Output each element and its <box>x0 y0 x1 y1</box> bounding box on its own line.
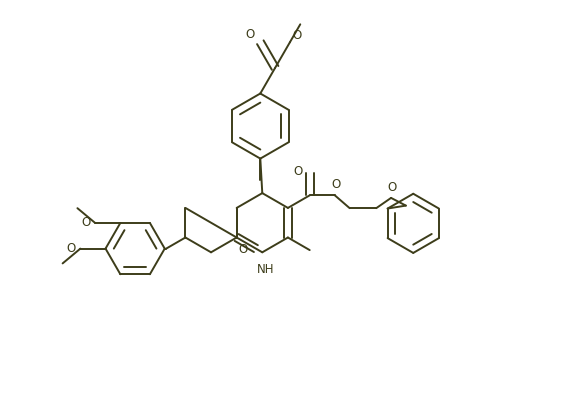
Text: O: O <box>66 241 75 254</box>
Text: O: O <box>293 164 302 177</box>
Text: O: O <box>246 28 255 41</box>
Text: O: O <box>292 29 301 42</box>
Text: O: O <box>331 177 341 190</box>
Text: O: O <box>81 216 90 229</box>
Text: O: O <box>387 180 397 193</box>
Text: O: O <box>238 243 248 256</box>
Text: NH: NH <box>256 262 274 275</box>
